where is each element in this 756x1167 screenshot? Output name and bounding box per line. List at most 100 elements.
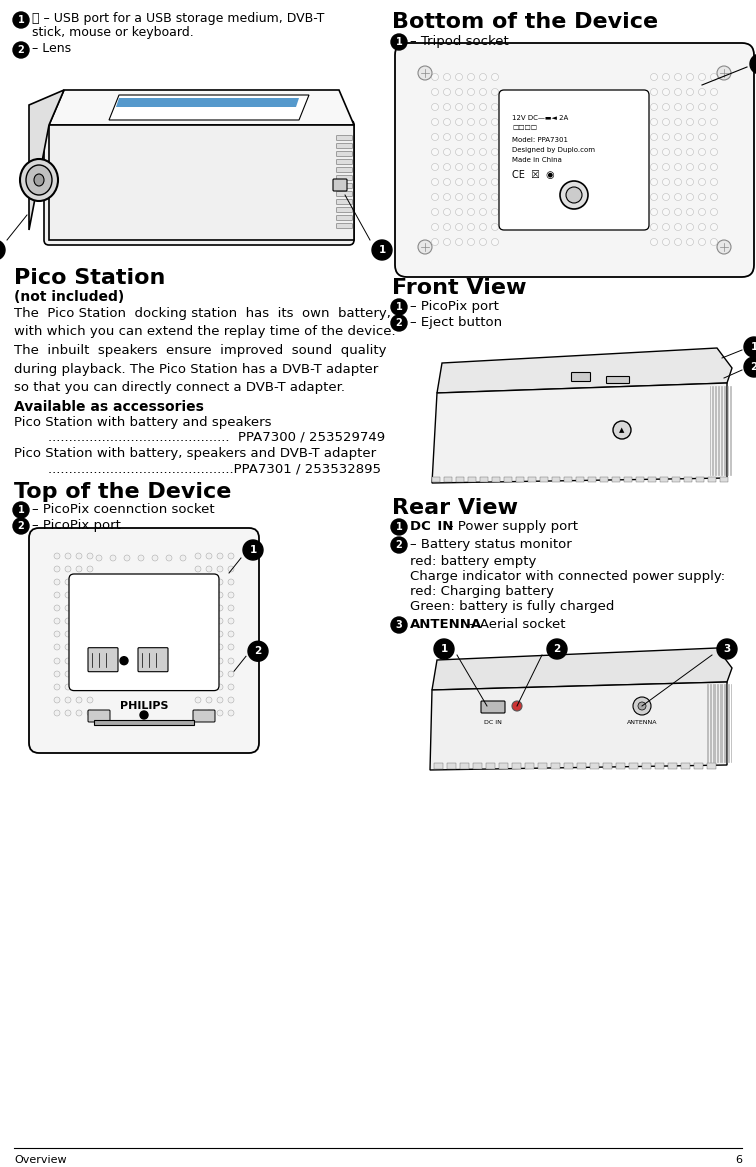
Circle shape (391, 34, 407, 50)
Circle shape (87, 619, 93, 624)
Circle shape (674, 104, 681, 111)
FancyBboxPatch shape (606, 377, 630, 384)
Circle shape (467, 74, 475, 81)
Circle shape (491, 194, 498, 201)
Bar (486, 763, 495, 769)
Text: ANTENNA: ANTENNA (627, 720, 657, 725)
Text: – PicoPix coennction socket: – PicoPix coennction socket (32, 503, 215, 516)
Circle shape (674, 194, 681, 201)
Circle shape (87, 553, 93, 559)
Circle shape (467, 133, 475, 140)
Circle shape (711, 148, 717, 155)
FancyBboxPatch shape (336, 175, 352, 181)
Polygon shape (29, 90, 64, 230)
Circle shape (699, 74, 705, 81)
Circle shape (699, 238, 705, 245)
Circle shape (750, 54, 756, 74)
Circle shape (650, 119, 658, 126)
Text: 12V DC—▬◄ 2A: 12V DC—▬◄ 2A (512, 116, 569, 121)
Circle shape (195, 671, 201, 677)
Bar (588, 477, 596, 482)
Circle shape (195, 592, 201, 598)
Circle shape (479, 238, 487, 245)
Text: 3: 3 (395, 620, 402, 630)
Circle shape (444, 119, 451, 126)
Text: Charge indicator with connected power supply:: Charge indicator with connected power su… (410, 569, 725, 584)
Circle shape (391, 537, 407, 553)
Circle shape (432, 133, 438, 140)
Text: (not included): (not included) (14, 291, 124, 303)
Circle shape (479, 224, 487, 231)
Circle shape (87, 684, 93, 690)
Circle shape (744, 337, 756, 357)
Circle shape (699, 104, 705, 111)
Circle shape (228, 605, 234, 612)
Bar (512, 763, 521, 769)
Circle shape (228, 566, 234, 572)
Text: – Eject button: – Eject button (410, 316, 502, 329)
Text: Available as accessories: Available as accessories (14, 400, 204, 414)
Circle shape (217, 566, 223, 572)
Circle shape (491, 148, 498, 155)
Circle shape (54, 684, 60, 690)
Circle shape (650, 238, 658, 245)
Text: DC IN: DC IN (484, 720, 502, 725)
Circle shape (206, 631, 212, 637)
FancyBboxPatch shape (29, 527, 259, 753)
Circle shape (65, 684, 71, 690)
Text: Model: PPA7301: Model: PPA7301 (512, 137, 568, 144)
Circle shape (76, 684, 82, 690)
Circle shape (195, 658, 201, 664)
Text: 1: 1 (751, 342, 756, 352)
Circle shape (217, 710, 223, 717)
Circle shape (195, 605, 201, 612)
Text: ANTENNA: ANTENNA (410, 619, 482, 631)
Circle shape (206, 619, 212, 624)
Circle shape (711, 194, 717, 201)
Circle shape (479, 163, 487, 170)
Circle shape (206, 644, 212, 650)
Circle shape (662, 74, 670, 81)
FancyBboxPatch shape (44, 120, 354, 245)
Circle shape (76, 566, 82, 572)
Circle shape (717, 67, 731, 81)
Circle shape (120, 657, 128, 665)
Circle shape (711, 224, 717, 231)
Circle shape (54, 566, 60, 572)
Circle shape (467, 224, 475, 231)
Circle shape (674, 163, 681, 170)
Circle shape (711, 104, 717, 111)
Text: 1: 1 (17, 15, 24, 25)
Circle shape (467, 238, 475, 245)
Circle shape (87, 658, 93, 664)
Circle shape (456, 74, 463, 81)
Circle shape (180, 555, 186, 561)
FancyBboxPatch shape (88, 648, 118, 672)
Circle shape (467, 104, 475, 111)
Circle shape (674, 224, 681, 231)
Circle shape (432, 163, 438, 170)
Circle shape (456, 209, 463, 216)
Bar (603, 763, 612, 769)
Bar (672, 477, 680, 482)
Circle shape (717, 640, 737, 659)
Bar (707, 763, 716, 769)
Circle shape (13, 518, 29, 534)
Circle shape (491, 163, 498, 170)
Circle shape (650, 133, 658, 140)
Text: CE  ☒  ◉: CE ☒ ◉ (512, 170, 555, 180)
Text: ▲: ▲ (619, 427, 624, 433)
Text: Front View: Front View (392, 278, 526, 298)
Circle shape (206, 710, 212, 717)
Circle shape (432, 74, 438, 81)
Circle shape (391, 519, 407, 534)
Circle shape (444, 194, 451, 201)
Circle shape (110, 555, 116, 561)
Circle shape (195, 631, 201, 637)
Circle shape (391, 299, 407, 315)
Circle shape (467, 119, 475, 126)
Bar (538, 763, 547, 769)
Circle shape (467, 194, 475, 201)
Circle shape (650, 209, 658, 216)
Bar (708, 477, 716, 482)
